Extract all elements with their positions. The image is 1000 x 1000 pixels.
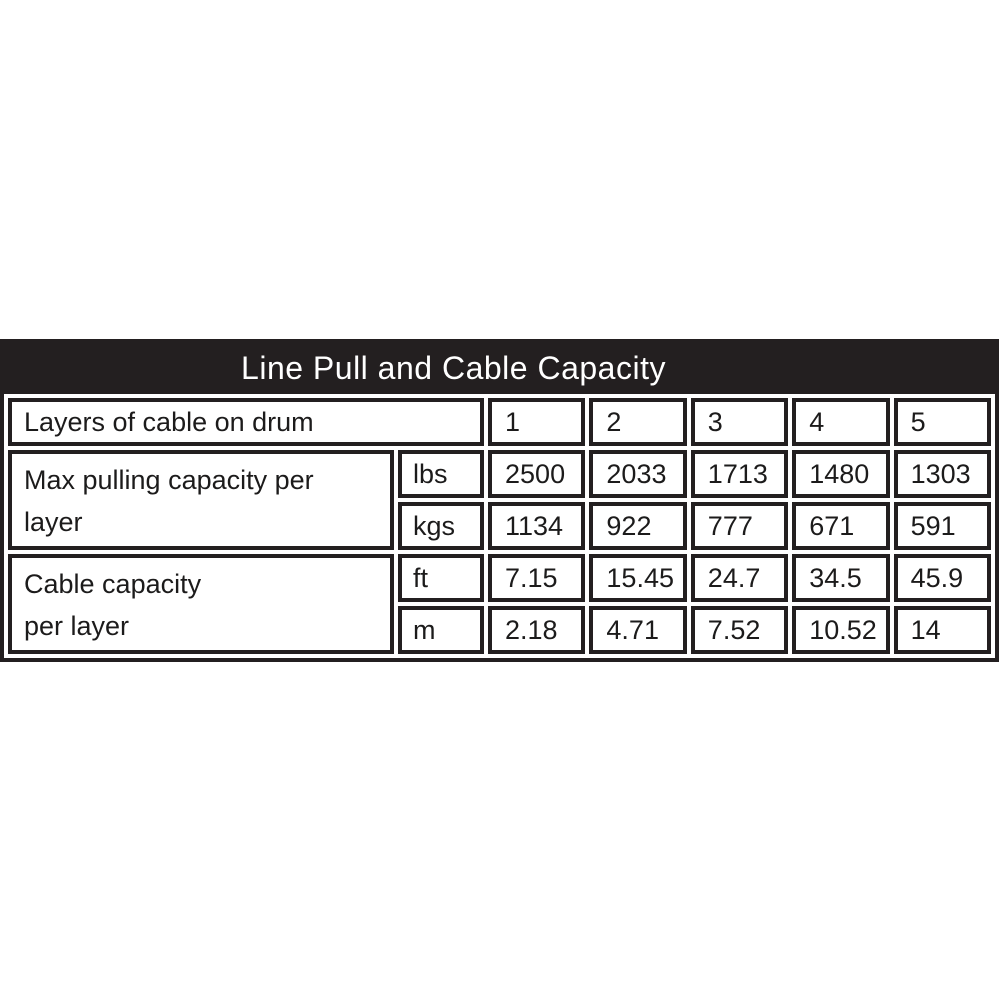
value-cell: 1480 [792,450,890,498]
value-cell: 1134 [488,502,586,550]
value-cell: 2.18 [488,606,586,654]
layer-number-cell: 3 [690,398,789,446]
unit-cell-kgs: kgs [398,502,485,550]
table-row-cable-capacity-m: m 2.18 4.71 7.52 10.52 14 [8,606,991,654]
value-cell: 1713 [690,450,789,498]
layer-number-cell: 4 [792,398,890,446]
layer-number-cell: 2 [589,398,687,446]
value-cell: 7.52 [690,606,789,654]
value-cell: 591 [893,502,991,550]
value-cell: 2500 [488,450,586,498]
value-cell: 7.15 [488,554,586,602]
table-row-max-pull-lbs: Max pulling capacity per layer lbs 2500 … [8,450,991,550]
value-cell: 45.9 [893,554,991,602]
layer-number-cell: 5 [893,398,991,446]
value-cell: 24.7 [690,554,789,602]
row-header-layers-of-cable: Layers of cable on drum [8,398,485,446]
unit-cell-lbs: lbs [398,450,485,498]
line-pull-capacity-table: Line Pull and Cable Capacity Layers of c… [0,339,999,662]
row-header-max-pulling-capacity: Max pulling capacity per layer [8,450,394,550]
unit-cell-ft: ft [398,554,485,602]
value-cell: 34.5 [792,554,890,602]
value-cell: 1303 [893,450,991,498]
table-title: Line Pull and Cable Capacity [4,343,995,394]
value-cell: 2033 [589,450,687,498]
table-row-max-pull-kgs: kgs 1134 922 777 671 591 [8,502,991,550]
value-cell: 14 [893,606,991,654]
table-row-cable-capacity-ft: Cable capacity per layer ft 7.15 15.45 2… [8,554,991,654]
unit-cell-m: m [398,606,485,654]
value-cell: 671 [792,502,890,550]
row-header-cable-capacity: Cable capacity per layer [8,554,394,654]
value-cell: 4.71 [589,606,687,654]
layer-number-cell: 1 [488,398,586,446]
capacity-data-grid: Layers of cable on drum 1 2 3 4 5 Max pu… [4,394,995,658]
value-cell: 10.52 [792,606,890,654]
table-row-layers: Layers of cable on drum 1 2 3 4 5 [8,398,991,446]
value-cell: 15.45 [589,554,687,602]
value-cell: 922 [589,502,687,550]
value-cell: 777 [690,502,789,550]
